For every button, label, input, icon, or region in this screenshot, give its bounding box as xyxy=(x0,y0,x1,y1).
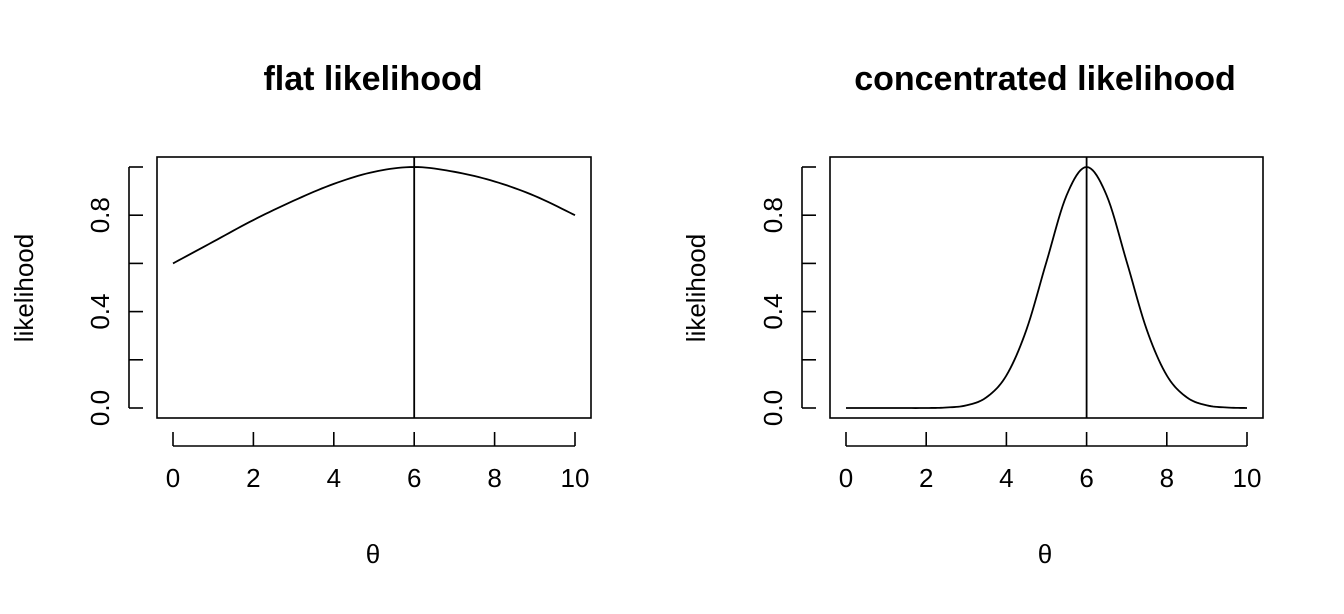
x-tick-label: 6 xyxy=(407,463,421,493)
x-tick-label: 2 xyxy=(919,463,933,493)
y-tick-label: 0.4 xyxy=(758,294,788,330)
chart-panel-1: flat likelihood 0 2 4 6 8 10 0.0 0.4 0.8 θ likeliho… xyxy=(9,60,592,569)
plot-frame xyxy=(156,156,592,419)
x-tick-label: 8 xyxy=(487,463,501,493)
y-axis-label: likelihood xyxy=(9,234,39,342)
y-tick-label: 0.4 xyxy=(85,294,115,330)
y-tick-label: 0.0 xyxy=(758,390,788,426)
x-tick-label: 8 xyxy=(1160,463,1174,493)
x-tick-label: 6 xyxy=(1079,463,1093,493)
chart-title: flat likelihood xyxy=(263,60,482,98)
x-tick-label: 2 xyxy=(246,463,260,493)
chart-title: concentrated likelihood xyxy=(854,60,1236,98)
x-tick-label: 10 xyxy=(561,463,590,493)
y-axis-label: likelihood xyxy=(681,234,711,342)
x-tick-label: 4 xyxy=(327,463,341,493)
x-tick-label: 4 xyxy=(999,463,1013,493)
chart-panel-2: concentrated likelihood 0 2 4 6 8 10 0.0 0.4 0.8 θ… xyxy=(681,60,1264,569)
x-tick-label: 0 xyxy=(166,463,180,493)
y-tick-label: 0.0 xyxy=(85,390,115,426)
x-axis-label: θ xyxy=(366,539,380,569)
x-axis-label: θ xyxy=(1038,539,1052,569)
x-tick-label: 0 xyxy=(839,463,853,493)
likelihood-curve xyxy=(172,166,576,265)
y-tick-label: 0.8 xyxy=(758,197,788,233)
x-tick-label: 10 xyxy=(1233,463,1262,493)
likelihood-curve xyxy=(846,166,1248,409)
y-tick-label: 0.8 xyxy=(85,197,115,233)
plot-frame xyxy=(829,156,1264,419)
